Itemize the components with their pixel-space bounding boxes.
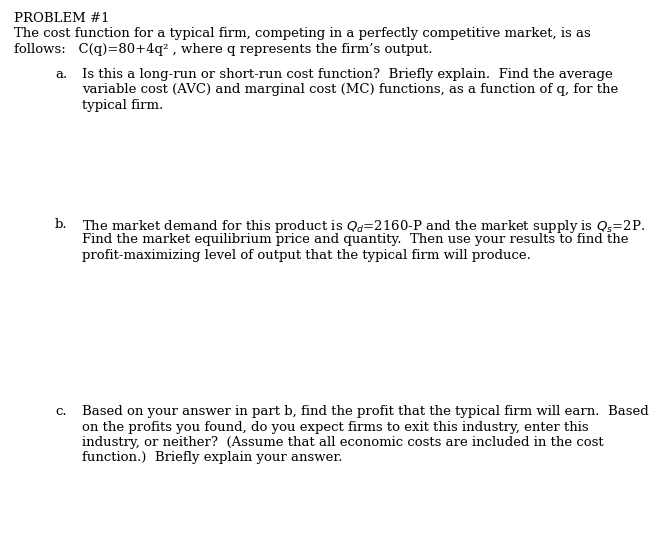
Text: The market demand for this product is $Q_d$=2160-P and the market supply is $Q_s: The market demand for this product is $Q… (82, 218, 645, 235)
Text: PROBLEM #1: PROBLEM #1 (14, 12, 110, 25)
Text: Find the market equilibrium price and quantity.  Then use your results to find t: Find the market equilibrium price and qu… (82, 234, 629, 246)
Text: a.: a. (55, 68, 67, 81)
Text: c.: c. (55, 405, 67, 418)
Text: The cost function for a typical firm, competing in a perfectly competitive marke: The cost function for a typical firm, co… (14, 27, 591, 40)
Text: on the profits you found, do you expect firms to exit this industry, enter this: on the profits you found, do you expect … (82, 421, 589, 433)
Text: function.)  Briefly explain your answer.: function.) Briefly explain your answer. (82, 452, 342, 465)
Text: follows:   C(q)=80+4q² , where q represents the firm’s output.: follows: C(q)=80+4q² , where q represent… (14, 43, 432, 56)
Text: industry, or neither?  (Assume that all economic costs are included in the cost: industry, or neither? (Assume that all e… (82, 436, 604, 449)
Text: variable cost (AVC) and marginal cost (MC) functions, as a function of q, for th: variable cost (AVC) and marginal cost (M… (82, 83, 618, 97)
Text: Is this a long-run or short-run cost function?  Briefly explain.  Find the avera: Is this a long-run or short-run cost fun… (82, 68, 613, 81)
Text: typical firm.: typical firm. (82, 99, 163, 112)
Text: profit-maximizing level of output that the typical firm will produce.: profit-maximizing level of output that t… (82, 249, 531, 262)
Text: Based on your answer in part b, find the profit that the typical firm will earn.: Based on your answer in part b, find the… (82, 405, 649, 418)
Text: b.: b. (55, 218, 68, 231)
